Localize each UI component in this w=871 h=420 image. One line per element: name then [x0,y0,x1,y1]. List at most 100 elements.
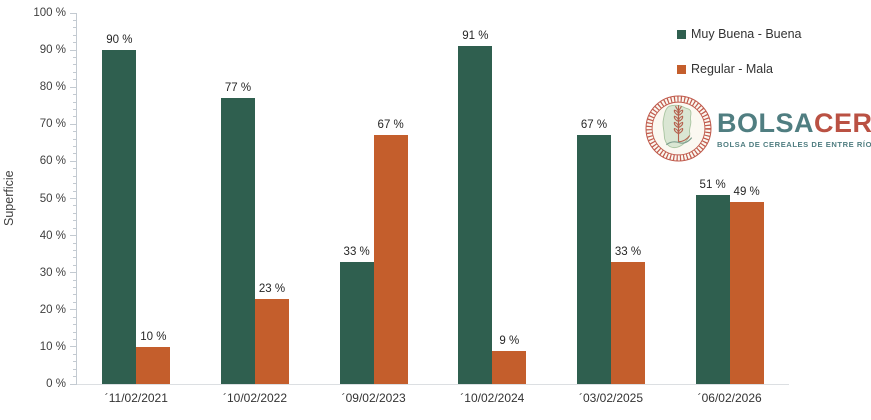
bar-value-label: 91 % [462,30,489,43]
bar-regular-mala [255,298,289,384]
y-axis-tick-label: 80 % [39,81,66,94]
bar-value-label: 67 % [580,119,608,132]
y-axis-minor-tick [73,316,77,318]
y-axis-tick-label: 60 % [39,155,66,168]
y-axis-minor-tick [73,324,77,326]
legend-item-regular-mala: Regular - Mala [677,62,802,76]
y-axis-minor-tick [73,116,77,118]
y-axis-major-tick [70,383,77,385]
y-axis-minor-tick [73,71,77,73]
y-axis-minor-tick [73,338,77,340]
y-axis-minor-tick [73,190,77,192]
y-axis-minor-tick [73,368,77,370]
bar-value-label: 77 % [224,82,252,95]
y-axis-minor-tick [73,205,77,207]
y-axis-tick-label: 50 % [39,192,66,205]
bar-value-label: 67 % [377,119,404,132]
legend-swatch-regular-mala [677,64,686,74]
y-axis-minor-tick [73,42,77,44]
y-axis-major-tick [70,160,77,162]
y-axis-minor-tick [73,249,77,251]
y-axis-minor-tick [73,220,77,222]
y-axis-minor-tick [73,34,77,36]
logo-subtitle: BOLSA DE CEREALES DE ENTRE RÍOS [717,139,871,149]
x-axis-label: ´06/02/2026 [697,391,762,405]
y-axis-minor-tick [73,376,77,378]
bar-muy-buena-buena [221,98,255,384]
y-axis-title: Superficie [2,170,16,227]
brand-primary: BOLSA [717,107,814,138]
wheat-spike-icon [673,105,691,143]
y-axis-minor-tick [73,242,77,244]
bar-value-label: 23 % [258,282,286,295]
y-axis-minor-tick [73,353,77,355]
y-axis-major-tick [70,86,77,88]
y-axis-tick-label: 30 % [39,266,66,279]
legend: Muy Buena - Buena Regular - Mala [677,27,802,97]
y-axis-major-tick [70,346,77,348]
x-axis-label: ´10/02/2024 [460,391,525,405]
bolsacer-logo: BOLSACER BOLSA DE CEREALES DE ENTRE RÍOS [645,95,871,162]
x-axis-label: ´10/02/2022 [222,391,288,405]
bolsacer-emblem-icon [645,95,712,162]
y-axis-major-tick [70,235,77,237]
y-axis-major-tick [70,49,77,51]
y-axis-major-tick [70,12,77,14]
legend-label-muy-buena-buena: Muy Buena - Buena [691,27,802,41]
y-axis-tick-label: 0 % [46,378,66,390]
bar-muy-buena-buena [577,135,611,384]
x-axis-label: ´03/02/2025 [578,391,644,405]
y-axis-tick-label: 100 % [33,7,66,19]
bar-value-label: 51 % [699,178,726,191]
bar-muy-buena-buena [695,194,730,384]
y-axis-minor-tick [73,94,77,96]
y-axis-minor-tick [73,27,77,29]
y-axis-major-tick [70,309,77,311]
y-axis-major-tick [70,123,77,125]
bar-regular-mala [729,202,764,384]
y-axis-minor-tick [73,57,77,59]
y-axis-tick-label: 70 % [39,118,66,131]
bar-value-label: 9 % [499,334,520,347]
bar-value-label: 10 % [140,330,167,343]
y-axis-tick-label: 20 % [39,303,66,316]
y-axis-minor-tick [73,108,77,110]
y-axis-minor-tick [73,361,77,363]
y-axis-major-tick [70,272,77,274]
bar-value-label: 33 % [614,245,642,258]
y-axis-minor-tick [73,19,77,21]
y-axis-minor-tick [73,212,77,214]
brand-secondary: CER [814,107,871,138]
x-axis-label: ´09/02/2023 [341,391,406,405]
y-axis-minor-tick [73,153,77,155]
y-axis-minor-tick [73,131,77,133]
bar-value-label: 33 % [343,245,370,258]
bar-muy-buena-buena [458,46,493,384]
y-axis-minor-tick [73,64,77,66]
x-axis-label: ´11/02/2021 [104,391,168,405]
y-axis-minor-tick [73,79,77,81]
y-axis-minor-tick [73,257,77,259]
logo-text: BOLSACER BOLSA DE CEREALES DE ENTRE RÍOS [717,109,871,149]
y-axis-minor-tick [73,264,77,266]
y-axis-major-tick [70,198,77,199]
y-axis-minor-tick [73,168,77,170]
bar-muy-buena-buena [102,50,137,384]
y-axis-minor-tick [73,101,77,103]
bar-value-label: 49 % [733,186,760,199]
y-axis-minor-tick [73,138,77,140]
plot-area: 0 % 10 % 20 % 30 % 40 % 50 % 60 % 70 % 80 % 90 % 1… [33,7,789,405]
bar-muy-buena-buena [339,261,374,384]
brand-name: BOLSACER [717,109,871,137]
y-axis-minor-tick [73,294,77,296]
y-axis-minor-tick [73,183,77,185]
y-axis-minor-tick [73,175,77,177]
legend-item-muy-buena-buena: Muy Buena - Buena [677,27,802,41]
bar-value-label: 90 % [106,34,133,47]
y-axis-minor-tick [73,331,77,333]
legend-label-regular-mala: Regular - Mala [691,62,773,76]
y-axis-minor-tick [73,227,77,229]
bar-regular-mala [136,346,171,384]
y-axis-tick-label: 90 % [39,44,66,57]
